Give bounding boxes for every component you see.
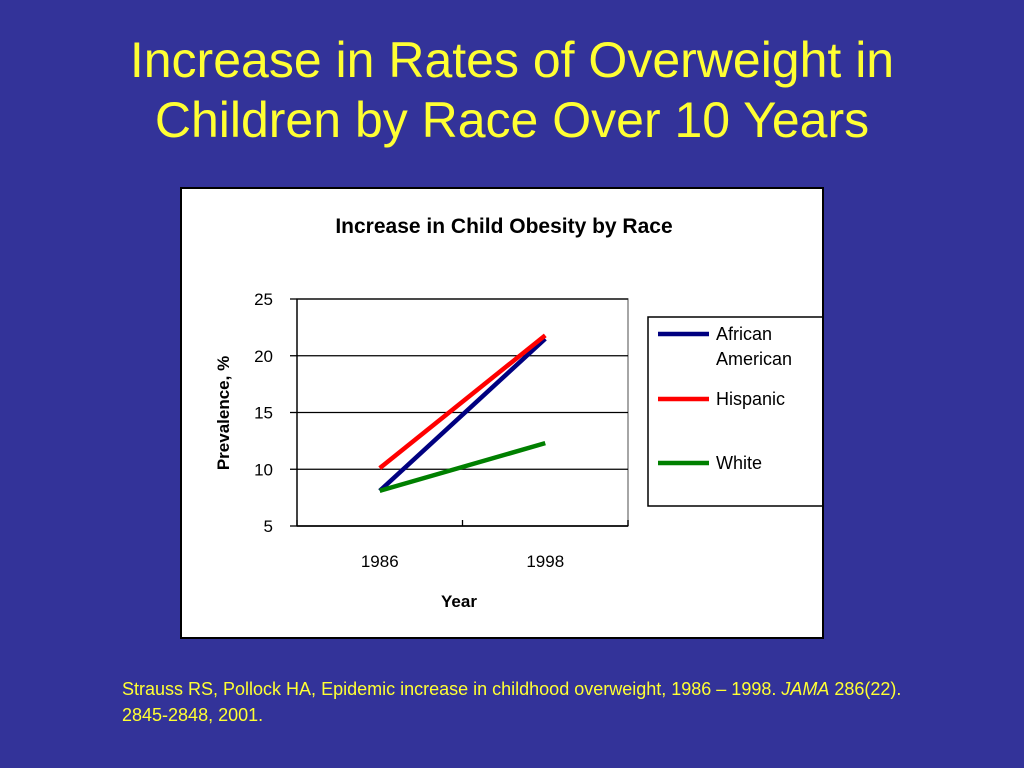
citation-text: Strauss RS, Pollock HA, Epidemic increas… — [122, 679, 782, 699]
citation-details: 286(22). 2845-2848, 2001. — [122, 679, 902, 725]
y-tick-label: 20 — [254, 347, 273, 366]
legend-label: American — [716, 349, 792, 369]
legend-box — [647, 316, 822, 507]
citation-journal: JAMA — [781, 679, 830, 699]
x-tick-label: 1998 — [526, 552, 564, 571]
legend-label: Hispanic — [716, 389, 785, 409]
x-tick-label: 1986 — [361, 552, 399, 571]
chart-title: Increase in Child Obesity by Race — [335, 215, 672, 238]
y-tick-label: 10 — [254, 460, 273, 479]
y-tick-label: 15 — [254, 404, 273, 423]
x-axis-label: Year — [441, 592, 477, 611]
series-line — [379, 440, 546, 493]
slide-title: Increase in Rates of Overweight in Child… — [0, 30, 1024, 150]
legend-label: African — [716, 324, 772, 344]
slide-title-line-2: Children by Race Over 10 Years — [154, 92, 870, 148]
slide-title-line-1: Increase in Rates of Overweight in — [129, 32, 895, 88]
chart-frame: Increase in Child Obesity by Race Preval… — [180, 187, 824, 639]
series-line — [378, 333, 547, 470]
citation: Strauss RS, Pollock HA, Epidemic increas… — [122, 676, 902, 728]
series-line — [378, 337, 547, 493]
legend-label: White — [716, 453, 762, 473]
y-axis-label: Prevalence, % — [214, 356, 233, 470]
y-tick-label: 5 — [264, 517, 273, 536]
y-tick-label: 25 — [254, 290, 273, 309]
line-chart: Increase in Child Obesity by Race Preval… — [214, 215, 822, 611]
